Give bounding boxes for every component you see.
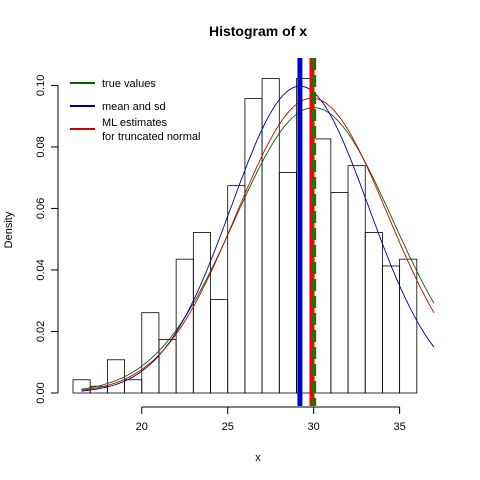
y-tick-label-1: 0.00: [35, 382, 47, 403]
x-tick-label-4: 35: [393, 421, 405, 433]
histogram-bars: [72, 78, 418, 394]
histogram-bar-3: [106, 359, 125, 394]
density-curve-2: [81, 85, 435, 392]
x-axis-label: x: [255, 452, 261, 464]
x-axis: 20 25 30 35: [136, 406, 406, 433]
histogram-bar-4: [124, 379, 143, 394]
y-tick-label-5: 0.08: [35, 136, 47, 157]
density-curve-1: [81, 107, 435, 390]
x-tick-label-1: 20: [136, 421, 148, 433]
histogram-bar-15: [313, 138, 332, 394]
chart-title: Histogram of x: [209, 23, 307, 39]
estimate-lines: [297, 58, 317, 406]
histogram-bar-20: [399, 258, 418, 394]
legend-label-1: true values: [102, 78, 156, 90]
histogram-bar-19: [382, 265, 401, 394]
x-tick-label-2: 25: [222, 421, 234, 433]
legend-label-line: for truncated normal: [102, 131, 200, 143]
histogram-bar-8: [192, 232, 211, 394]
legend-label-3: ML estimates for truncated normal: [102, 117, 200, 143]
histogram-bar-18: [364, 232, 383, 394]
y-tick-label-2: 0.02: [35, 321, 47, 342]
legend-label-2: mean and sd: [102, 101, 166, 113]
histogram-bar-12: [261, 78, 280, 394]
legend-label-line: mean and sd: [102, 101, 166, 113]
y-tick-label-4: 0.06: [35, 198, 47, 219]
y-tick-label-3: 0.04: [35, 259, 47, 280]
x-tick-label-3: 30: [308, 421, 320, 433]
y-tick-label-6: 0.10: [35, 75, 47, 96]
histogram-bar-11: [244, 98, 263, 394]
density-curve-3: [81, 97, 435, 391]
histogram-bar-5: [141, 312, 160, 394]
y-axis-label: Density: [3, 211, 15, 248]
legend: true values mean and sd ML estimates for tr…: [70, 78, 200, 143]
legend-label-line: true values: [102, 78, 156, 90]
histogram-bar-17: [347, 165, 366, 394]
histogram-bar-9: [210, 299, 229, 394]
y-axis: 0.00 0.02 0.04 0.06 0.08 0.10: [35, 75, 59, 404]
density-curves: [81, 85, 435, 392]
legend-label-line: ML estimates: [102, 117, 168, 129]
histogram-bar-16: [330, 192, 349, 394]
histogram-bar-1: [72, 379, 91, 394]
histogram-bar-13: [278, 172, 297, 394]
